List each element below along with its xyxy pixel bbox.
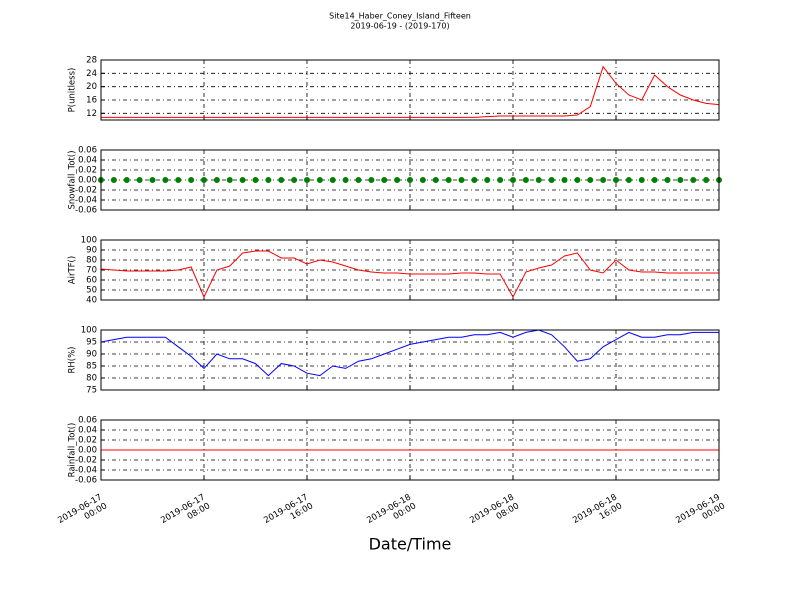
x-axis-label: Date/Time: [369, 535, 452, 554]
plot-frame: [100, 59, 720, 121]
y-tick-label: 16: [86, 96, 97, 106]
data-point: [226, 177, 233, 183]
data-point: [703, 177, 710, 183]
data-point: [394, 177, 401, 183]
y-tick-label: 0.04: [78, 426, 97, 436]
data-point: [677, 177, 684, 183]
data-point: [548, 177, 555, 183]
data-line: [100, 250, 719, 299]
y-tick-label: -0.06: [75, 206, 97, 216]
y-tick-label: 70: [86, 266, 97, 276]
data-point: [419, 177, 426, 183]
data-point: [213, 177, 220, 183]
data-point: [664, 177, 671, 183]
data-point: [278, 177, 285, 183]
data-point: [587, 177, 594, 183]
data-point: [252, 177, 259, 183]
y-tick-label: 0.00: [78, 446, 97, 456]
data-point: [445, 177, 452, 183]
data-point: [316, 177, 323, 183]
data-point: [613, 177, 619, 183]
data-point: [471, 177, 478, 183]
plot-frame: [100, 419, 720, 481]
data-point: [535, 177, 542, 183]
y-tick-label: 100: [81, 236, 97, 246]
data-point: [432, 177, 439, 183]
data-point: [265, 177, 272, 183]
y-tick-label: -0.02: [75, 186, 97, 196]
y-tick-label: 28: [86, 56, 97, 66]
data-point: [110, 177, 117, 183]
data-point: [510, 177, 516, 183]
y-axis-label: AirTF(): [68, 256, 78, 284]
y-tick-label: -0.02: [75, 456, 97, 466]
y-axis-label: Rainfall_Tot(): [68, 423, 78, 478]
plot-frame: [100, 149, 720, 211]
data-point: [342, 177, 349, 183]
data-point: [625, 177, 632, 183]
y-tick-label: 0.00: [78, 176, 97, 186]
y-tick-label: 0.02: [78, 166, 97, 176]
plot-frame: [100, 329, 720, 391]
y-tick-label: -0.04: [75, 196, 97, 206]
data-point: [355, 177, 362, 183]
data-point: [136, 177, 143, 183]
data-point: [484, 177, 491, 183]
y-tick-label: 60: [86, 276, 97, 286]
data-point: [368, 177, 375, 183]
data-point: [638, 177, 645, 183]
chart-title: Site14_Haber_Coney_Island_Fifteen: [329, 12, 471, 21]
y-axis-label: Snowfall_Tot(): [68, 150, 78, 209]
y-axis-label: RH(%): [68, 346, 78, 373]
y-tick-label: 0.04: [78, 156, 97, 166]
y-tick-label: 95: [86, 338, 97, 348]
y-tick-label: 24: [86, 69, 97, 79]
chart-subtitle: 2019-06-19 - (2019-170): [350, 22, 449, 31]
y-tick-label: 12: [86, 109, 97, 119]
data-point: [651, 177, 658, 183]
y-tick-label: 0.02: [78, 436, 97, 446]
y-tick-label: 100: [81, 326, 97, 336]
data-line: [101, 65, 720, 118]
data-point: [522, 177, 529, 183]
y-tick-label: 50: [86, 286, 97, 296]
y-tick-label: 80: [86, 374, 97, 384]
data-point: [123, 177, 130, 183]
data-point: [304, 177, 310, 183]
data-line: [100, 329, 719, 377]
y-tick-label: 75: [86, 386, 97, 396]
data-point: [458, 177, 465, 183]
data-point: [162, 177, 169, 183]
y-tick-label: 90: [86, 246, 97, 256]
data-point: [497, 177, 504, 183]
data-point: [381, 177, 388, 183]
data-point: [690, 177, 697, 183]
y-tick-label: 20: [86, 82, 97, 92]
y-tick-label: 40: [86, 296, 97, 306]
data-point: [574, 177, 581, 183]
plot-frame: [100, 239, 720, 301]
data-point: [329, 177, 336, 183]
y-tick-label: 85: [86, 362, 97, 372]
data-point: [188, 177, 195, 183]
data-point: [291, 177, 298, 183]
data-point: [600, 177, 607, 183]
y-tick-label: 80: [86, 256, 97, 266]
data-point: [239, 177, 246, 183]
y-tick-label: 90: [86, 350, 97, 360]
data-point: [201, 177, 207, 183]
data-point: [407, 177, 413, 183]
y-tick-label: -0.06: [75, 476, 97, 486]
data-point: [561, 177, 568, 183]
y-tick-label: 0.06: [78, 416, 97, 426]
y-tick-label: -0.04: [75, 466, 97, 476]
data-point: [149, 177, 156, 183]
y-tick-label: 0.06: [78, 146, 97, 156]
y-axis-label: P(unitless): [68, 68, 78, 113]
data-point: [175, 177, 182, 183]
